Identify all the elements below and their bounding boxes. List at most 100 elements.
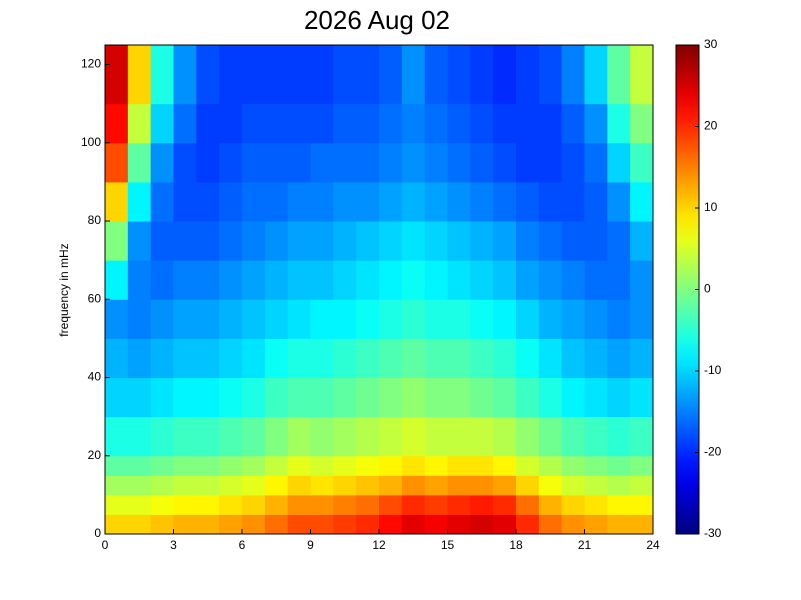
heatmap-cell (105, 45, 129, 105)
heatmap-cell (538, 416, 563, 457)
heatmap-cell (424, 45, 448, 105)
heatmap-cell (516, 416, 540, 457)
heatmap-cell (287, 494, 311, 515)
heatmap-cell (401, 45, 426, 105)
heatmap-cell (127, 475, 152, 496)
y-tick-label: 20 (88, 448, 102, 462)
y-tick-label: 60 (88, 291, 102, 305)
heatmap-cell (493, 103, 517, 144)
x-tick-label: 18 (509, 538, 523, 552)
heatmap-cell (493, 221, 517, 261)
heatmap-cell (424, 299, 448, 339)
heatmap-cell (173, 221, 197, 261)
heatmap-cell (424, 181, 448, 222)
heatmap-cell (630, 221, 654, 261)
heatmap-cell (242, 338, 266, 379)
heatmap-cell (584, 416, 608, 457)
heatmap-cell (150, 455, 174, 476)
heatmap-cell (219, 103, 243, 144)
heatmap-cell (219, 475, 243, 496)
heatmap-cell (219, 455, 243, 476)
heatmap-cell (356, 514, 380, 535)
heatmap-cell (173, 181, 197, 222)
heatmap-cell (401, 260, 426, 300)
heatmap-cell (310, 181, 334, 222)
heatmap-cell (127, 514, 152, 535)
heatmap-cell (379, 142, 403, 183)
heatmap-cell (219, 181, 243, 222)
heatmap-cell (264, 181, 289, 222)
x-tick-label: 6 (239, 538, 246, 552)
heatmap-cell (493, 455, 517, 476)
colorbar-tick-label: 0 (704, 282, 711, 296)
heatmap-cell (424, 416, 448, 457)
heatmap-cell (607, 142, 631, 183)
heatmap-cell (584, 514, 608, 535)
heatmap-cell (447, 377, 471, 418)
heatmap-cell (538, 377, 563, 418)
heatmap-cell (493, 181, 517, 222)
heatmap-cell (516, 45, 540, 105)
heatmap-cell (401, 142, 426, 183)
heatmap-cell (310, 45, 334, 105)
heatmap-cell (150, 181, 174, 222)
heatmap-cell (607, 455, 631, 476)
heatmap-cell (516, 260, 540, 300)
heatmap-cell (196, 338, 220, 379)
heatmap-cell (127, 260, 152, 300)
heatmap-cell (105, 494, 129, 515)
heatmap-cell (333, 221, 357, 261)
heatmap-cell (196, 181, 220, 222)
heatmap-cell (493, 475, 517, 496)
heatmap-cell (470, 299, 494, 339)
heatmap-cell (242, 142, 266, 183)
heatmap-cell (310, 475, 334, 496)
heatmap-cell (493, 338, 517, 379)
heatmap-cell (105, 377, 129, 418)
heatmap-cell (584, 455, 608, 476)
heatmap-cell (470, 142, 494, 183)
heatmap-cell (470, 181, 494, 222)
heatmap-cell (333, 142, 357, 183)
heatmap-cell (538, 142, 563, 183)
colorbar-tick-label: 30 (704, 37, 718, 51)
chart-title: 2026 Aug 02 (304, 5, 450, 35)
heatmap-cell (264, 455, 289, 476)
heatmap-cell (219, 377, 243, 418)
heatmap-cell (287, 455, 311, 476)
heatmap-cell (127, 142, 152, 183)
heatmap-cell (287, 221, 311, 261)
heatmap-cell (105, 103, 129, 144)
heatmap-cell (630, 338, 654, 379)
heatmap-cell (401, 494, 426, 515)
heatmap-cell (127, 494, 152, 515)
heatmap-cell (379, 221, 403, 261)
heatmap-cell (264, 475, 289, 496)
heatmap-cell (447, 455, 471, 476)
heatmap-cell (401, 181, 426, 222)
heatmap-cell (516, 475, 540, 496)
heatmap-cell (242, 181, 266, 222)
heatmap-cell (401, 299, 426, 339)
heatmap-cell (516, 514, 540, 535)
heatmap-cell (196, 45, 220, 105)
heatmap-cell (630, 514, 654, 535)
heatmap-cell (584, 338, 608, 379)
heatmap-cell (333, 181, 357, 222)
heatmap-cell (447, 45, 471, 105)
x-tick-label: 21 (578, 538, 592, 552)
heatmap-cell (356, 260, 380, 300)
heatmap-cell (561, 494, 585, 515)
heatmap-cell (516, 181, 540, 222)
heatmap-cell (127, 221, 152, 261)
heatmap-cell (173, 494, 197, 515)
heatmap-cell (173, 514, 197, 535)
heatmap-cell (173, 299, 197, 339)
heatmap-cell (105, 299, 129, 339)
heatmap-cell (196, 475, 220, 496)
heatmap-cell (196, 221, 220, 261)
heatmap-cell (219, 416, 243, 457)
heatmap-cell (379, 455, 403, 476)
heatmap-cell (264, 103, 289, 144)
heatmap-cell (447, 299, 471, 339)
